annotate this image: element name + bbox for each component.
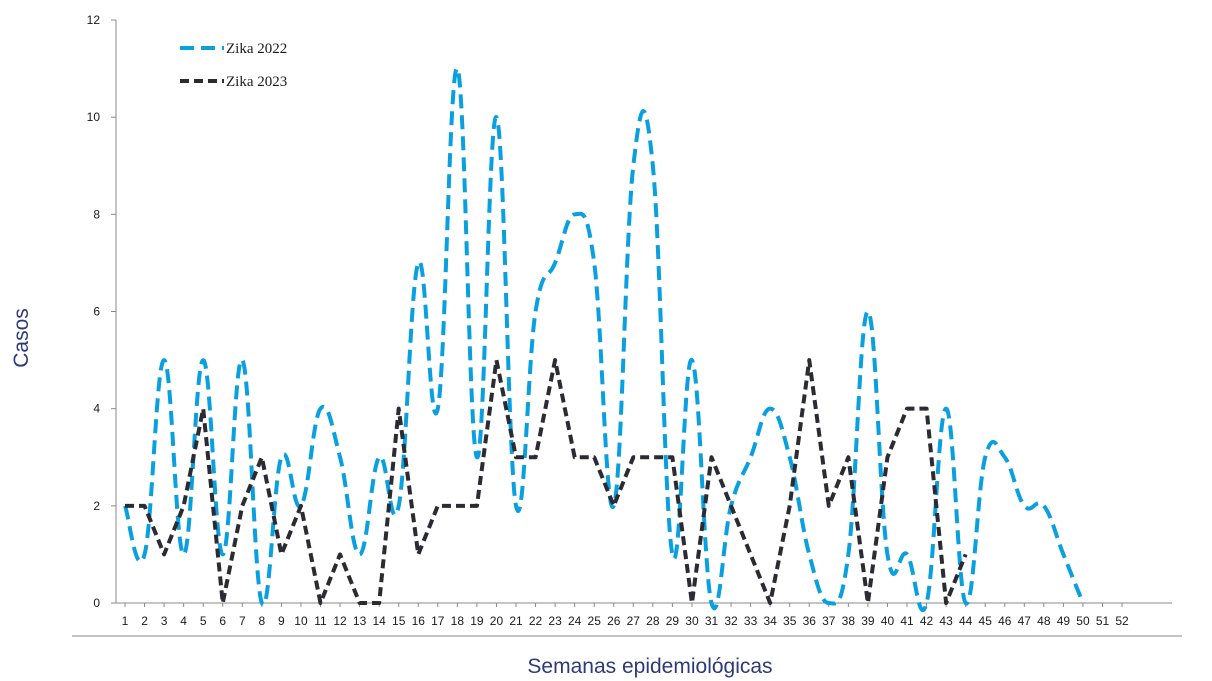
y-tick-label: 8 xyxy=(93,207,100,221)
x-tick-label: 38 xyxy=(842,614,856,628)
x-tick-label: 35 xyxy=(783,614,797,628)
x-tick-label: 6 xyxy=(219,614,226,628)
y-tick-label: 10 xyxy=(87,110,101,124)
x-tick-label: 19 xyxy=(470,614,484,628)
x-tick-label: 10 xyxy=(294,614,308,628)
x-ticks: 1 2 3 4 5 6 7 8 9 10 11 12 13 14 15 16 17 18 19 20 21 22 23 24 2… xyxy=(122,603,1129,628)
x-tick-label: 22 xyxy=(529,614,543,628)
x-tick-label: 12 xyxy=(333,614,347,628)
legend: Zika 2022 Zika 2023 xyxy=(180,41,287,90)
x-tick-label: 18 xyxy=(451,614,465,628)
x-tick-label: 32 xyxy=(724,614,738,628)
x-tick-label: 47 xyxy=(1018,614,1032,628)
x-tick-label: 3 xyxy=(161,614,168,628)
x-tick-label: 34 xyxy=(763,614,777,628)
x-tick-label: 14 xyxy=(372,614,386,628)
x-tick-label: 42 xyxy=(920,614,934,628)
y-tick-label: 0 xyxy=(93,596,100,610)
x-tick-label: 28 xyxy=(646,614,660,628)
x-tick-label: 39 xyxy=(861,614,875,628)
x-tick-label: 31 xyxy=(705,614,719,628)
x-tick-label: 36 xyxy=(803,614,817,628)
x-tick-label: 7 xyxy=(239,614,246,628)
legend-label: Zika 2022 xyxy=(226,41,287,57)
x-tick-label: 20 xyxy=(490,614,504,628)
x-tick-label: 48 xyxy=(1037,614,1051,628)
x-tick-label: 33 xyxy=(744,614,758,628)
series-group xyxy=(123,66,1085,613)
x-tick-label: 9 xyxy=(278,614,285,628)
series-line-zika-2022 xyxy=(123,66,1085,613)
x-tick-label: 29 xyxy=(666,614,680,628)
x-tick-label: 52 xyxy=(1115,614,1129,628)
y-ticks: 0 2 4 6 8 10 12 xyxy=(87,13,116,610)
series-line-zika-2023 xyxy=(125,358,968,605)
x-tick-label: 43 xyxy=(939,614,953,628)
y-tick-label: 6 xyxy=(93,305,100,319)
x-tick-label: 5 xyxy=(200,614,207,628)
x-tick-label: 11 xyxy=(314,614,327,628)
x-axis-title: Semanas epidemiológicas xyxy=(527,655,772,678)
y-tick-label: 12 xyxy=(87,13,101,27)
x-tick-label: 15 xyxy=(392,614,406,628)
x-tick-label: 49 xyxy=(1057,614,1071,628)
x-tick-label: 51 xyxy=(1096,614,1110,628)
x-tick-label: 46 xyxy=(998,614,1012,628)
x-tick-label: 45 xyxy=(979,614,993,628)
x-tick-label: 40 xyxy=(881,614,895,628)
x-tick-label: 30 xyxy=(685,614,699,628)
x-tick-label: 23 xyxy=(548,614,562,628)
x-tick-label: 21 xyxy=(509,614,523,628)
x-tick-label: 44 xyxy=(959,614,973,628)
x-tick-label: 37 xyxy=(822,614,836,628)
x-tick-label: 4 xyxy=(180,614,187,628)
legend-label: Zika 2023 xyxy=(226,74,287,90)
x-tick-label: 1 xyxy=(122,614,129,628)
x-tick-label: 24 xyxy=(568,614,582,628)
x-tick-label: 13 xyxy=(353,614,367,628)
x-tick-label: 27 xyxy=(627,614,641,628)
y-tick-label: 2 xyxy=(93,499,100,513)
y-axis-title: Casos xyxy=(10,308,33,368)
x-tick-label: 8 xyxy=(259,614,266,628)
x-tick-label: 41 xyxy=(900,614,914,628)
y-tick-label: 4 xyxy=(93,402,100,416)
x-tick-label: 16 xyxy=(412,614,426,628)
x-tick-label: 17 xyxy=(431,614,445,628)
x-tick-label: 26 xyxy=(607,614,621,628)
x-tick-label: 2 xyxy=(141,614,148,628)
x-tick-label: 50 xyxy=(1076,614,1090,628)
x-tick-label: 25 xyxy=(588,614,602,628)
